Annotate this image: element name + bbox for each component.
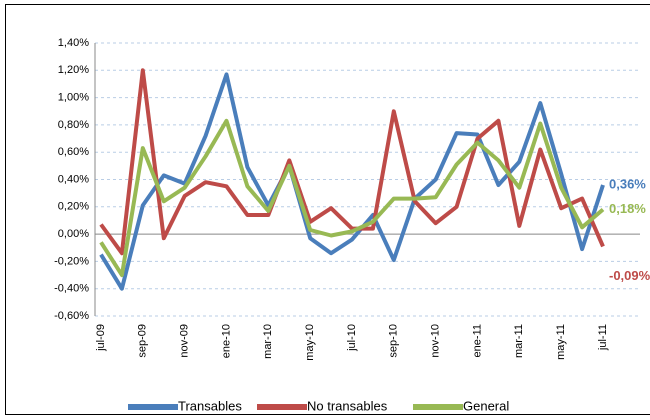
x-tick-label: mar-10	[262, 324, 274, 359]
y-tick-label: 1,20%	[58, 64, 89, 76]
x-tick-label: jul-11	[597, 324, 609, 351]
x-tick-label: jul-09	[95, 324, 107, 352]
y-tick-label: 0,20%	[58, 201, 89, 213]
y-tick-label: 0,00%	[58, 228, 89, 240]
x-tick-label: nov-09	[179, 324, 191, 358]
x-tick-label: ene-11	[471, 324, 483, 357]
x-tick-label: jul-10	[346, 324, 358, 352]
x-tick-label: mar-11	[513, 324, 525, 358]
x-tick-label: may-10	[304, 324, 316, 361]
y-tick-label: 0,40%	[58, 173, 89, 185]
data-label: 0,18%	[609, 201, 646, 216]
y-tick-label: 0,80%	[58, 119, 89, 131]
y-tick-label: -0,60%	[54, 310, 89, 322]
legend-label: Transables	[178, 398, 242, 413]
data-label: -0,09%	[609, 268, 650, 283]
y-tick-label: 1,00%	[58, 92, 89, 104]
x-tick-label: nov-10	[430, 324, 442, 358]
data-label: 0,36%	[609, 176, 646, 191]
y-tick-label: -0,40%	[54, 283, 89, 295]
series-line	[99, 72, 605, 291]
x-tick-label: ene-10	[220, 324, 232, 358]
x-tick-label: sep-09	[137, 324, 149, 358]
y-tick-label: 0,60%	[58, 146, 89, 158]
x-tick-label: may-11	[555, 324, 567, 360]
legend-label: No transables	[307, 398, 388, 413]
y-tick-label: -0,20%	[54, 255, 89, 267]
series-line	[99, 68, 605, 256]
series-line	[99, 118, 605, 278]
y-tick-label: 1,40%	[58, 37, 89, 49]
legend-label: General	[463, 398, 509, 413]
x-tick-label: sep-10	[388, 324, 400, 358]
